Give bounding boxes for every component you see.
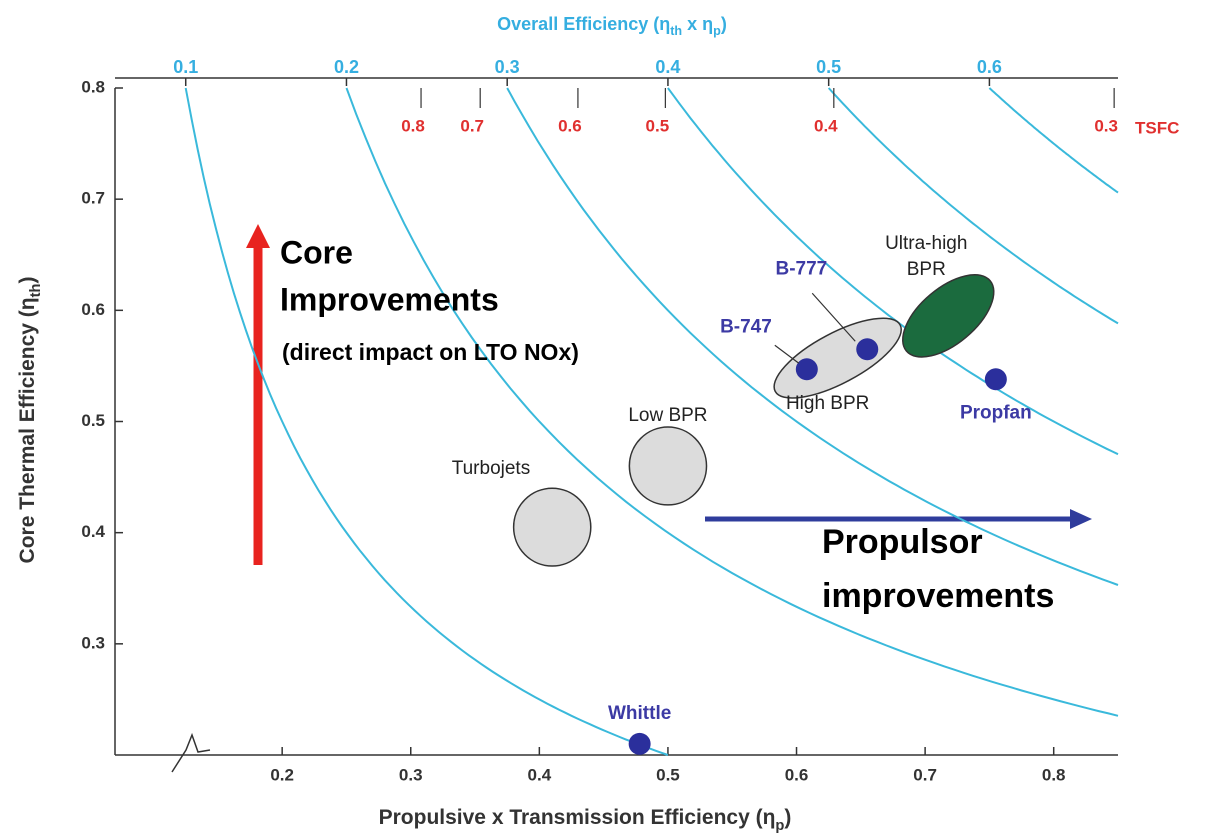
chart-title-part: )	[721, 14, 727, 34]
region-label-line: BPR	[907, 259, 946, 280]
top-tick-label: 0.1	[173, 57, 198, 77]
leader-line	[811, 292, 856, 342]
x-axis-label-part: )	[784, 806, 791, 829]
region-label-line: Ultra-high	[885, 233, 967, 254]
y-tick-label: 0.4	[81, 522, 105, 541]
core-arrow-head	[246, 224, 270, 248]
region	[628, 426, 708, 506]
point-label: B-747	[720, 316, 772, 337]
y-axis-label-part: th	[28, 284, 44, 298]
core-annotation: (direct impact on LTO NOx)	[282, 339, 579, 365]
top-tick-label: 0.3	[495, 57, 520, 77]
x-tick-label: 0.5	[656, 765, 680, 784]
region-label: High BPR	[786, 393, 869, 414]
point	[795, 358, 818, 381]
chart-title-part: p	[713, 24, 721, 38]
x-axis-label: Propulsive x Transmission Efficiency (ηp…	[379, 806, 792, 834]
efficiency-contour	[667, 87, 1119, 456]
point-label: B-777	[776, 258, 828, 279]
top-tick-label: 0.2	[334, 57, 359, 77]
core-annotation: Improvements	[280, 281, 499, 317]
efficiency-contour	[345, 87, 1119, 717]
tsfc-tick-label: 0.8	[401, 116, 425, 135]
region-label: Ultra-high BPR	[885, 233, 967, 280]
region	[901, 274, 995, 358]
chart-title: Overall Efficiency (ηth x ηp)	[497, 14, 727, 39]
region	[512, 487, 592, 567]
region-label: Low BPR	[628, 405, 707, 426]
efficiency-contour	[988, 87, 1119, 194]
point-label: Whittle	[608, 703, 671, 724]
y-tick-label: 0.7	[81, 189, 105, 208]
top-tick-label: 0.5	[816, 57, 841, 77]
y-tick-label: 0.6	[81, 300, 105, 319]
point	[628, 732, 651, 755]
leader-line	[774, 344, 800, 364]
top-tick-label: 0.4	[655, 57, 680, 77]
y-axis-label: Core Thermal Efficiency (ηth)	[16, 277, 44, 564]
y-axis-label-part: )	[16, 277, 39, 284]
propulsor-arrow-head	[1070, 509, 1092, 529]
efficiency-contour	[506, 87, 1119, 586]
tsfc-tick-label: 0.7	[460, 116, 484, 135]
efficiency-contour	[184, 87, 669, 756]
tsfc-tick-label: 0.5	[646, 116, 670, 135]
y-tick-label: 0.8	[81, 77, 105, 96]
top-tick-label: 0.6	[977, 57, 1002, 77]
propulsor-annotation: Propulsor	[822, 523, 983, 561]
y-tick-label: 0.3	[81, 633, 105, 652]
efficiency-contour	[827, 87, 1119, 325]
axis-break	[171, 732, 211, 773]
x-tick-label: 0.7	[913, 765, 937, 784]
x-tick-label: 0.2	[270, 765, 294, 784]
chart-title-part: Overall Efficiency (η	[497, 14, 670, 34]
x-axis-label-part: Propulsive x Transmission Efficiency (η	[379, 806, 776, 829]
x-axis-label-part: p	[775, 818, 784, 834]
tsfc-label: TSFC	[1135, 118, 1179, 137]
x-tick-label: 0.3	[399, 765, 423, 784]
tsfc-tick-label: 0.3	[1094, 116, 1118, 135]
tsfc-tick-label: 0.6	[558, 116, 582, 135]
point	[984, 368, 1007, 391]
point-label: Propfan	[960, 402, 1032, 423]
y-tick-label: 0.5	[81, 411, 105, 430]
x-tick-label: 0.6	[785, 765, 809, 784]
point	[856, 338, 879, 361]
tsfc-tick-label: 0.4	[814, 116, 838, 135]
chart-title-part: th	[670, 24, 682, 38]
y-axis-label-part: Core Thermal Efficiency (η	[16, 297, 39, 563]
x-tick-label: 0.4	[528, 765, 552, 784]
x-tick-label: 0.8	[1042, 765, 1066, 784]
chart-title-part: x η	[682, 14, 713, 34]
region-label: Turbojets	[452, 458, 531, 479]
propulsor-annotation: improvements	[822, 577, 1054, 615]
core-annotation: Core	[280, 234, 353, 270]
